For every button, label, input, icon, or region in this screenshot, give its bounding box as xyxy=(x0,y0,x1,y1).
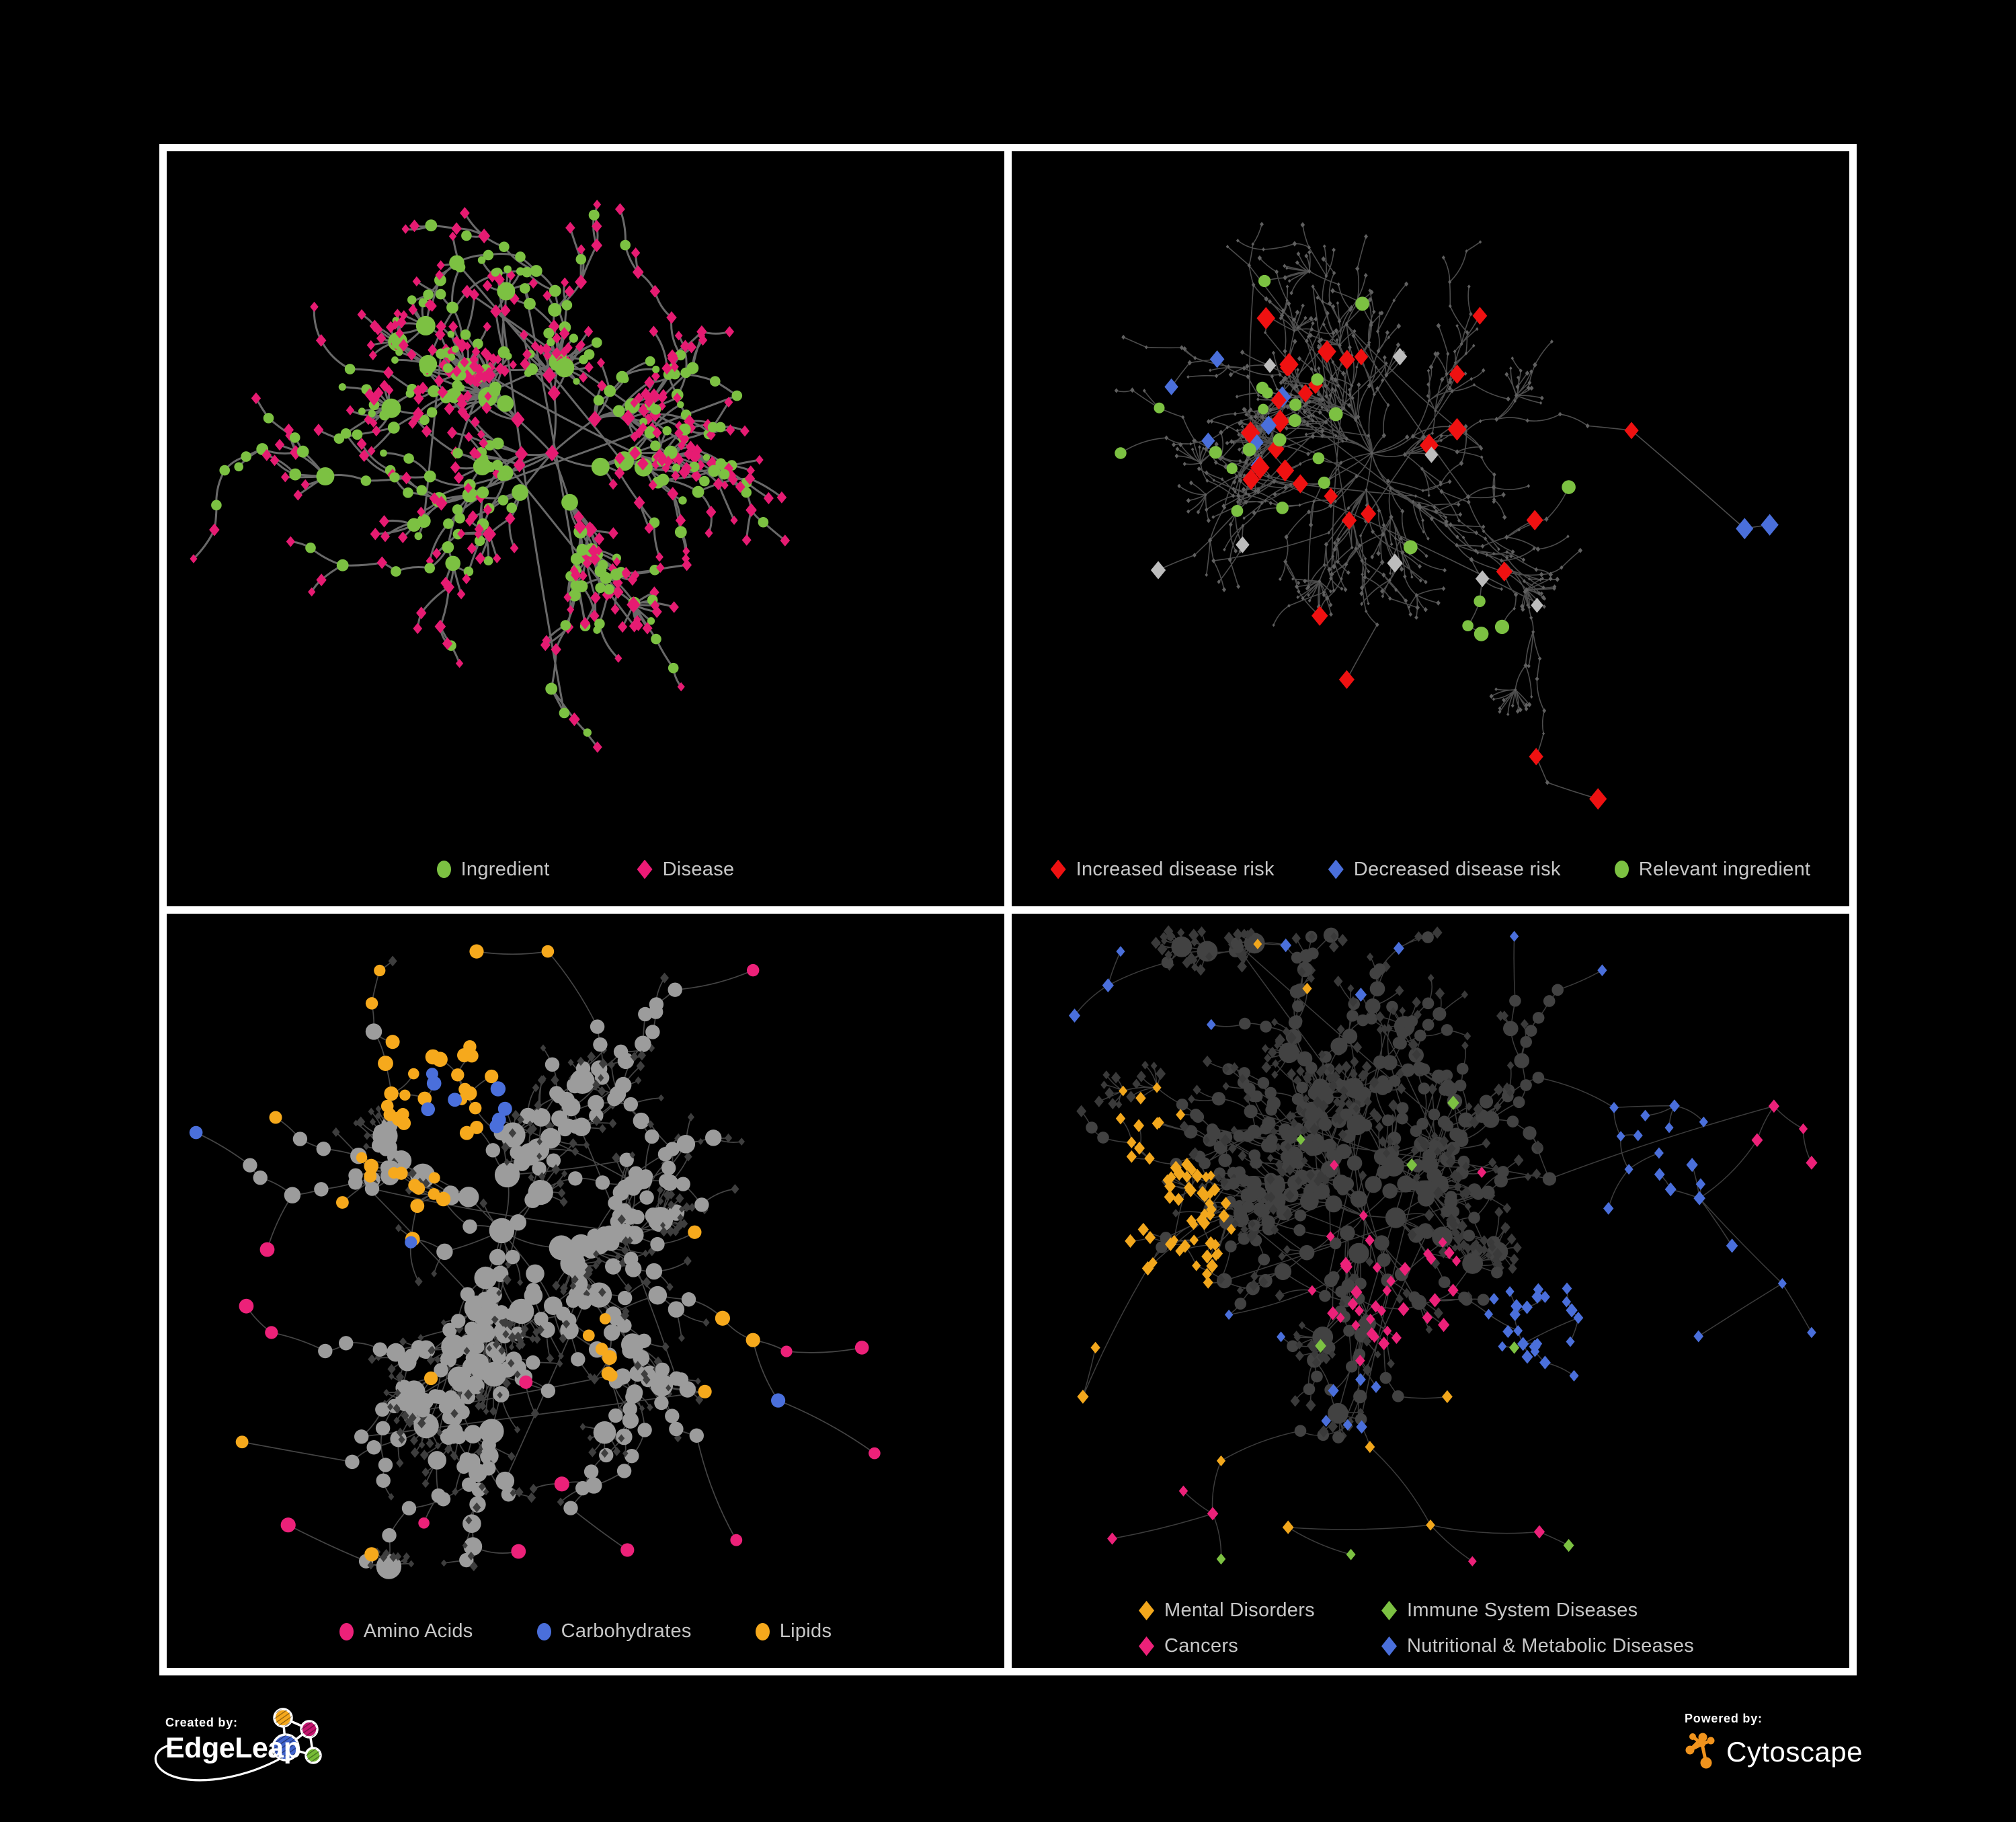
circle-marker xyxy=(339,1622,354,1640)
legend-label: Decreased disease risk xyxy=(1353,858,1561,880)
circle-marker xyxy=(436,861,451,878)
legend-item: Ingredient xyxy=(436,858,550,881)
legend-label: Carbohydrates xyxy=(561,1620,692,1642)
edgeleap-credit: Created by: EdgeLeap xyxy=(128,1708,444,1822)
edgeleap-wordmark: EdgeLeap xyxy=(165,1732,301,1764)
legend-label: Ingredient xyxy=(460,858,550,880)
network-graph-disease-classes xyxy=(1068,924,1818,1567)
diamond-marker xyxy=(1381,1601,1397,1620)
diamond-marker xyxy=(1381,1636,1397,1656)
diamond-marker xyxy=(1139,1636,1154,1656)
circle-marker xyxy=(536,1622,551,1640)
legend-label: Cancers xyxy=(1164,1635,1239,1657)
legend-label: Immune System Diseases xyxy=(1407,1599,1638,1621)
legend-row: Mental Disorders Immune System Diseases xyxy=(1139,1599,1694,1622)
figure-grid: Ingredient Disease Increased disease risk… xyxy=(159,144,1857,1675)
legend-label: Nutritional & Metabolic Diseases xyxy=(1407,1635,1695,1657)
legend-row: Amino Acids Carbohydrates Lipids xyxy=(167,1620,1004,1642)
legend-item: Decreased disease risk xyxy=(1328,859,1561,881)
legend-item: Immune System Diseases xyxy=(1381,1599,1638,1622)
panel-disease-classes: Mental Disorders Immune System Diseases C… xyxy=(1012,913,1849,1668)
legend-item: Cancers xyxy=(1139,1635,1381,1657)
legend-label: Amino Acids xyxy=(363,1620,473,1642)
legend-row: Increased disease risk Decreased disease … xyxy=(1012,859,1849,881)
legend: Ingredient Disease xyxy=(167,859,1004,881)
legend-label: Relevant ingredient xyxy=(1638,858,1811,880)
legend-item: Carbohydrates xyxy=(536,1620,692,1642)
legend: Increased disease risk Decreased disease … xyxy=(1012,859,1849,881)
cytoscape-wordmark: Cytoscape xyxy=(1726,1736,1863,1768)
edgeleap-swoosh xyxy=(154,1744,283,1782)
legend-item: Increased disease risk xyxy=(1050,858,1275,881)
diamond-marker xyxy=(1050,859,1066,879)
legend-item: Relevant ingredient xyxy=(1614,858,1811,881)
network-graph-disease-risk xyxy=(1114,221,1779,810)
panel-ingredient-disease: Ingredient Disease xyxy=(167,151,1004,906)
network-graph-nutrient-classes xyxy=(189,944,881,1579)
legend-item: Mental Disorders xyxy=(1139,1599,1381,1622)
legend-label: Lipids xyxy=(779,1620,832,1642)
diamond-marker xyxy=(1328,859,1344,879)
panel-disease-risk: Increased disease risk Decreased disease … xyxy=(1012,151,1849,906)
legend-row: Ingredient Disease xyxy=(167,859,1004,881)
legend-item: Disease xyxy=(637,859,735,881)
circle-marker xyxy=(755,1622,770,1640)
created-by-label: Created by: xyxy=(165,1716,238,1729)
legend: Amino Acids Carbohydrates Lipids xyxy=(167,1620,1004,1642)
legend-item: Lipids xyxy=(755,1620,832,1642)
cytoscape-logo-icon xyxy=(1685,1733,1715,1769)
panel-nutrient-classes: Amino Acids Carbohydrates Lipids xyxy=(167,913,1004,1668)
legend-label: Mental Disorders xyxy=(1164,1599,1315,1621)
legend-row: Cancers Nutritional & Metabolic Diseases xyxy=(1139,1635,1694,1657)
cytoscape-credit: Powered by: Cytoscape xyxy=(1685,1712,1994,1792)
network-graph-ingredient-disease xyxy=(190,200,791,753)
legend-label: Disease xyxy=(662,858,735,880)
diamond-marker xyxy=(637,859,653,879)
legend: Mental Disorders Immune System Diseases C… xyxy=(1139,1586,1694,1657)
edgeleap-logo-icon xyxy=(154,1708,322,1782)
legend-item: Amino Acids xyxy=(339,1620,473,1642)
circle-marker xyxy=(1614,861,1629,878)
diamond-marker xyxy=(1139,1601,1154,1620)
legend-label: Increased disease risk xyxy=(1076,858,1275,880)
legend-item: Nutritional & Metabolic Diseases xyxy=(1381,1635,1694,1657)
powered-by-label: Powered by: xyxy=(1685,1712,1763,1725)
